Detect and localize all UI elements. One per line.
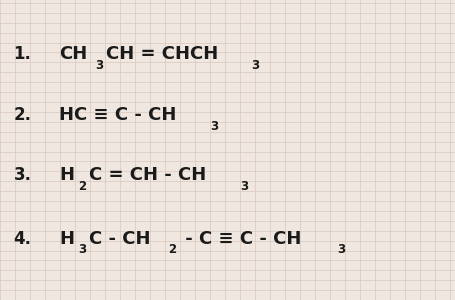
Text: H: H [59,167,74,184]
Text: 3: 3 [251,59,259,72]
Text: 3: 3 [79,243,86,256]
Text: 2: 2 [168,243,177,256]
Text: 1.: 1. [14,45,31,63]
Text: 3.: 3. [14,167,32,184]
Text: - C ≡ C - CH: - C ≡ C - CH [179,230,301,247]
Text: 3: 3 [96,59,104,72]
Text: 2.: 2. [14,106,32,124]
Text: 3: 3 [337,243,345,256]
Text: 3: 3 [240,180,248,194]
Text: CH = CHCH: CH = CHCH [106,45,218,63]
Text: HC ≡ C - CH: HC ≡ C - CH [59,106,177,124]
Text: 3: 3 [211,120,219,134]
Text: CH: CH [59,45,87,63]
Text: 4.: 4. [14,230,32,247]
Text: C - CH: C - CH [89,230,151,247]
Text: C = CH - CH: C = CH - CH [89,167,206,184]
Text: H: H [59,230,74,247]
Text: 2: 2 [79,180,86,194]
